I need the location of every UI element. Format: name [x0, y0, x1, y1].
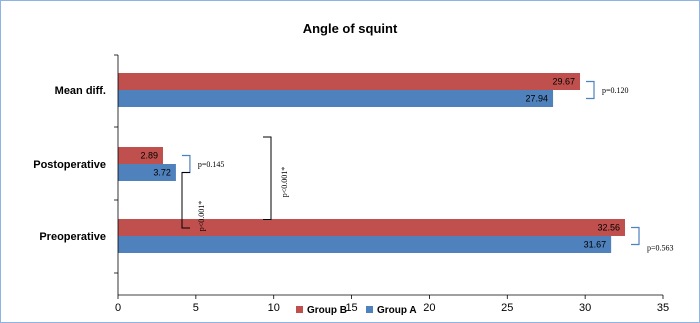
bar-group-a [118, 236, 612, 253]
data-label: 31.67 [584, 240, 607, 250]
significance-bracket [631, 226, 640, 246]
bar-group-a [118, 90, 554, 107]
legend-swatch [366, 306, 373, 313]
legend-label: Group A [377, 305, 417, 316]
bar-group-b [118, 73, 581, 90]
data-label: 3.72 [153, 168, 171, 178]
x-tick-label: 20 [423, 302, 435, 314]
legend-swatch [296, 306, 303, 313]
x-tick-label: 10 [268, 302, 280, 314]
chart-title: Angle of squint [303, 21, 398, 36]
category-label: Postoperative [33, 159, 106, 171]
p-value-label: p<0.001* [280, 167, 289, 198]
x-tick-label: 30 [579, 302, 591, 314]
p-value-label: p=0.145 [198, 160, 225, 169]
data-label: 29.67 [552, 77, 575, 87]
data-label: 2.89 [140, 151, 158, 161]
x-tick-label: 5 [193, 302, 199, 314]
category-label: Preoperative [39, 231, 106, 243]
bar-group-a [118, 164, 176, 181]
x-tick-label: 35 [657, 302, 669, 314]
significance-bracket [263, 136, 272, 220]
x-tick-label: 15 [345, 302, 357, 314]
bar-group-b [118, 219, 626, 236]
significance-bracket [586, 80, 595, 100]
p-value-label: p=0.120 [602, 86, 629, 95]
significance-bracket [181, 172, 190, 229]
p-value-label: p=0.563 [647, 244, 674, 253]
data-label: 32.56 [597, 223, 620, 233]
x-tick-label: 0 [115, 302, 121, 314]
p-value-label: p<0.001* [197, 201, 206, 232]
bar-group-b [118, 147, 164, 164]
category-label: Mean diff. [55, 85, 106, 97]
data-label: 27.94 [526, 94, 549, 104]
x-tick-label: 25 [501, 302, 513, 314]
legend-label: Group B [307, 305, 347, 316]
